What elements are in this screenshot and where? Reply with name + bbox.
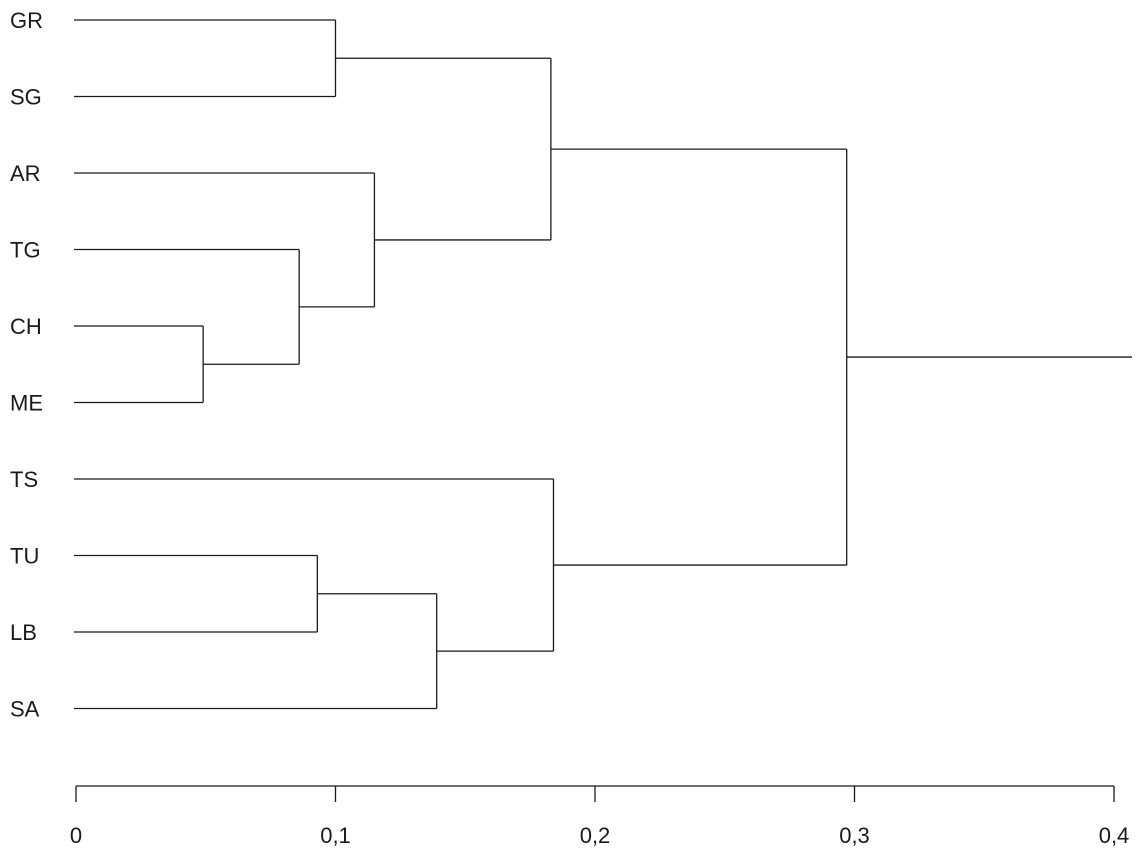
leaf-label-lb: LB	[10, 620, 37, 645]
x-tick-label-2: 0,2	[580, 823, 611, 848]
leaf-labels: GR SG AR TG CH ME TS TU LB SA	[10, 8, 43, 722]
x-axis: 0 0,1 0,2 0,3 0,4	[70, 785, 1129, 848]
x-tick-label-0: 0	[70, 823, 82, 848]
leaf-label-tg: TG	[10, 238, 41, 263]
x-tick-label-3: 0,3	[839, 823, 870, 848]
leaf-label-gr: GR	[10, 8, 43, 33]
x-axis-ticks: 0 0,1 0,2 0,3 0,4	[70, 786, 1129, 848]
dendrogram-branches	[74, 19, 1132, 710]
leaf-label-sg: SG	[10, 85, 42, 110]
x-tick-label-1: 0,1	[320, 823, 351, 848]
leaf-label-me: ME	[10, 391, 43, 416]
leaf-label-ts: TS	[10, 467, 38, 492]
leaf-label-ar: AR	[10, 161, 41, 186]
x-tick-label-4: 0,4	[1099, 823, 1130, 848]
leaf-label-tu: TU	[10, 544, 39, 569]
leaf-label-ch: CH	[10, 314, 42, 339]
leaf-label-sa: SA	[10, 697, 40, 722]
